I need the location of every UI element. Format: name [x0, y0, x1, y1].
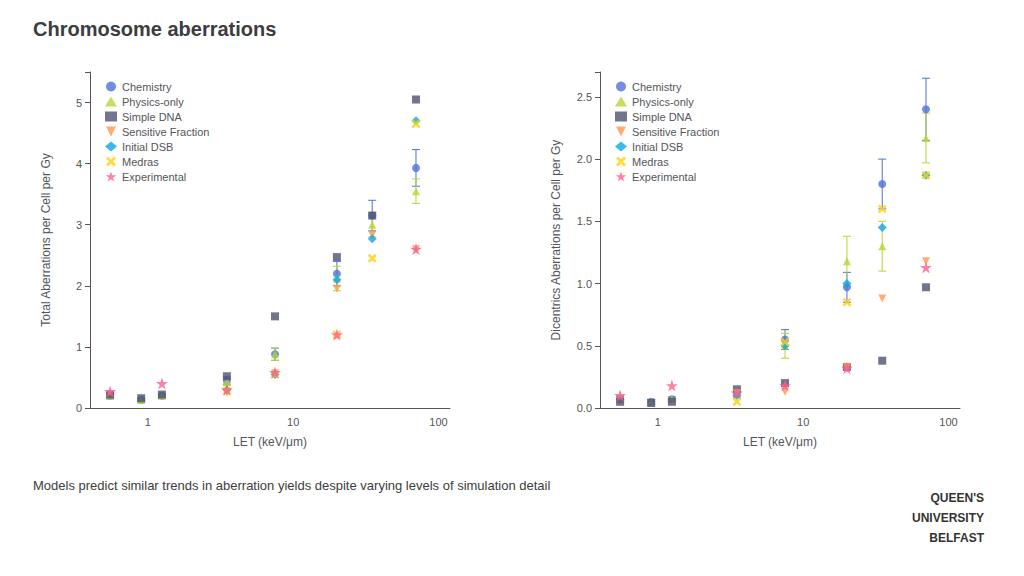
svg-text:1: 1 — [76, 341, 82, 353]
svg-text:Models predict similar trends: Models predict similar trends in aberrat… — [33, 478, 550, 493]
svg-text:Dicentrics Aberrations per Cel: Dicentrics Aberrations per Cell per Gy — [549, 140, 563, 341]
svg-text:1: 1 — [655, 416, 661, 428]
svg-text:3: 3 — [76, 219, 82, 231]
svg-text:Physics-only: Physics-only — [122, 96, 184, 108]
svg-text:2: 2 — [76, 280, 82, 292]
svg-text:Initial DSB: Initial DSB — [122, 141, 173, 153]
svg-text:Experimental: Experimental — [632, 171, 696, 183]
svg-text:100: 100 — [939, 416, 957, 428]
svg-text:LET (keV/μm): LET (keV/μm) — [743, 435, 817, 449]
svg-text:0.0: 0.0 — [577, 402, 592, 414]
svg-text:Chemistry: Chemistry — [122, 81, 172, 93]
svg-text:1.0: 1.0 — [577, 278, 592, 290]
svg-text:Sensitive Fraction: Sensitive Fraction — [122, 126, 209, 138]
svg-text:Medras: Medras — [122, 156, 159, 168]
svg-text:100: 100 — [429, 416, 447, 428]
svg-text:BELFAST: BELFAST — [929, 531, 984, 545]
svg-text:1.5: 1.5 — [577, 215, 592, 227]
svg-text:QUEEN'S: QUEEN'S — [930, 491, 984, 505]
svg-text:10: 10 — [797, 416, 809, 428]
svg-text:Experimental: Experimental — [122, 171, 186, 183]
svg-text:10: 10 — [287, 416, 299, 428]
svg-text:2.0: 2.0 — [577, 153, 592, 165]
svg-text:UNIVERSITY: UNIVERSITY — [912, 511, 984, 525]
svg-text:Simple DNA: Simple DNA — [632, 111, 693, 123]
svg-text:Chemistry: Chemistry — [632, 81, 682, 93]
svg-text:Physics-only: Physics-only — [632, 96, 694, 108]
svg-text:Simple DNA: Simple DNA — [122, 111, 183, 123]
svg-text:Chromosome aberrations: Chromosome aberrations — [33, 18, 276, 40]
svg-text:5: 5 — [76, 97, 82, 109]
svg-text:0: 0 — [76, 402, 82, 414]
svg-text:Sensitive Fraction: Sensitive Fraction — [632, 126, 719, 138]
svg-text:4: 4 — [76, 158, 82, 170]
svg-text:2.5: 2.5 — [577, 91, 592, 103]
svg-text:Initial DSB: Initial DSB — [632, 141, 683, 153]
svg-text:LET (keV/μm): LET (keV/μm) — [233, 435, 307, 449]
svg-text:Total Aberrations per Cell per: Total Aberrations per Cell per Gy — [39, 153, 53, 326]
svg-text:1: 1 — [145, 416, 151, 428]
svg-text:Medras: Medras — [632, 156, 669, 168]
svg-text:0.5: 0.5 — [577, 340, 592, 352]
